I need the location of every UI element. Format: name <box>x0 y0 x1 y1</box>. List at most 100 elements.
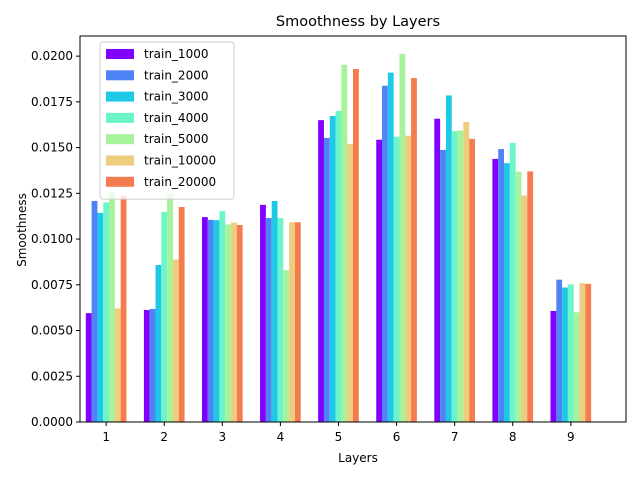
x-tick-label: 2 <box>160 430 168 444</box>
x-tick-label: 8 <box>509 430 517 444</box>
bar-train_1000-layer-3 <box>201 217 208 422</box>
bar-train_10000-layer-5 <box>347 143 353 422</box>
bar-train_1000-layer-1 <box>85 313 92 422</box>
bar-train_20000-layer-9 <box>585 283 592 422</box>
bar-train_1000-layer-9 <box>550 310 557 422</box>
y-tick-label: 0.0200 <box>31 49 73 63</box>
bar-train_5000-layer-3 <box>225 224 232 422</box>
bar-train_5000-layer-5 <box>341 64 348 423</box>
y-tick-label: 0.0025 <box>31 369 73 383</box>
legend-label: train_3000 <box>144 90 208 104</box>
bar-train_20000-layer-3 <box>236 224 243 422</box>
chart-title: Smoothness by Layers <box>276 14 440 30</box>
bar-train_20000-layer-1 <box>120 195 127 422</box>
bar-train_2000-layer-4 <box>265 218 272 422</box>
bar-train_10000-layer-8 <box>521 195 528 422</box>
bar-train_2000-layer-3 <box>207 219 214 422</box>
x-axis-label: Layers <box>338 451 378 465</box>
bar-train_20000-layer-7 <box>469 138 475 422</box>
bar-train_1000-layer-6 <box>376 139 383 422</box>
x-tick-label: 7 <box>451 430 459 444</box>
y-tick-label: 0.0000 <box>31 415 73 429</box>
bar-train_2000-layer-9 <box>556 279 563 422</box>
legend-swatch <box>106 176 134 187</box>
bar-train_2000-layer-2 <box>149 308 156 422</box>
y-tick-label: 0.0100 <box>31 232 73 246</box>
bar-train_1000-layer-5 <box>318 120 324 422</box>
bar-train_20000-layer-5 <box>353 68 359 423</box>
legend-label: train_10000 <box>144 154 216 168</box>
bar-train_5000-layer-7 <box>457 130 464 422</box>
bar-train_10000-layer-4 <box>289 222 295 422</box>
bar-train_3000-layer-5 <box>329 115 336 422</box>
y-tick-label: 0.0075 <box>31 278 73 292</box>
bar-train_4000-layer-4 <box>277 218 284 422</box>
bar-train_3000-layer-6 <box>387 72 394 422</box>
bar-train_2000-layer-8 <box>498 149 505 423</box>
bar-train_10000-layer-7 <box>463 121 470 422</box>
bar-train_5000-layer-6 <box>399 53 406 422</box>
legend-label: train_4000 <box>144 111 208 125</box>
bar-train_5000-layer-9 <box>573 312 580 422</box>
bar-train_5000-layer-8 <box>515 171 522 422</box>
y-tick-label: 0.0125 <box>31 186 73 200</box>
legend: train_1000 train_2000 train_3000 train_4000… <box>99 41 235 200</box>
x-tick-label: 4 <box>277 430 285 444</box>
legend-swatch <box>106 70 134 81</box>
bar-train_2000-layer-1 <box>91 201 98 422</box>
y-tick-label: 0.0175 <box>31 95 73 109</box>
bar-train_4000-layer-8 <box>509 143 516 422</box>
y-tick-label: 0.0150 <box>31 141 73 155</box>
bars-group <box>85 53 592 423</box>
bar-train_2000-layer-7 <box>440 149 446 422</box>
bar-train_20000-layer-6 <box>411 78 417 422</box>
x-tick-label: 9 <box>567 430 575 444</box>
bar-train_4000-layer-5 <box>335 111 342 423</box>
bar-train_5000-layer-4 <box>283 270 290 422</box>
bar-train_1000-layer-8 <box>492 158 499 422</box>
bar-train_3000-layer-1 <box>97 212 104 422</box>
legend-swatch <box>106 112 134 123</box>
bar-train_3000-layer-3 <box>213 220 220 422</box>
bar-train_1000-layer-7 <box>434 118 441 423</box>
bar-train_5000-layer-2 <box>167 193 173 422</box>
legend-label: train_5000 <box>144 132 208 146</box>
bar-train_4000-layer-1 <box>103 202 110 422</box>
legend-label: train_20000 <box>144 175 216 189</box>
x-tick-label: 3 <box>218 430 226 444</box>
bar-train_20000-layer-2 <box>178 207 185 422</box>
x-tick-label: 6 <box>393 430 401 444</box>
bar-train_5000-layer-1 <box>109 191 115 422</box>
legend-label: train_2000 <box>144 68 208 82</box>
bar-train_10000-layer-3 <box>231 222 237 422</box>
bar-train_10000-layer-6 <box>405 135 412 422</box>
x-tick-label: 5 <box>335 430 343 444</box>
legend-label: train_1000 <box>144 47 208 61</box>
bar-train_3000-layer-2 <box>155 265 162 422</box>
bar-train_2000-layer-5 <box>323 137 330 423</box>
bar-train_4000-layer-9 <box>567 284 574 422</box>
bar-train_3000-layer-4 <box>271 201 278 422</box>
x-tick-label: 1 <box>102 430 110 444</box>
bar-train_3000-layer-9 <box>562 287 568 422</box>
bar-train_3000-layer-8 <box>504 163 510 422</box>
bar-train_4000-layer-2 <box>161 211 168 422</box>
legend-swatch <box>106 134 134 145</box>
bar-train_4000-layer-3 <box>219 211 226 422</box>
bar-train_2000-layer-6 <box>382 85 388 422</box>
legend-swatch <box>106 49 134 59</box>
bar-train_10000-layer-9 <box>579 282 586 422</box>
bar-train_20000-layer-4 <box>294 222 301 422</box>
legend-swatch <box>106 91 134 102</box>
legend-swatch <box>106 155 134 166</box>
plot-frame <box>79 35 627 423</box>
y-axis-label: Smoothness <box>15 193 29 267</box>
bar-train_1000-layer-2 <box>143 310 150 422</box>
bar-train_4000-layer-6 <box>393 136 400 422</box>
bar-train_3000-layer-7 <box>445 95 452 422</box>
bar-train_1000-layer-4 <box>260 204 266 422</box>
bar-train_10000-layer-1 <box>114 308 121 422</box>
bar-train_10000-layer-2 <box>172 259 179 422</box>
y-tick-label: 0.0050 <box>31 324 73 338</box>
